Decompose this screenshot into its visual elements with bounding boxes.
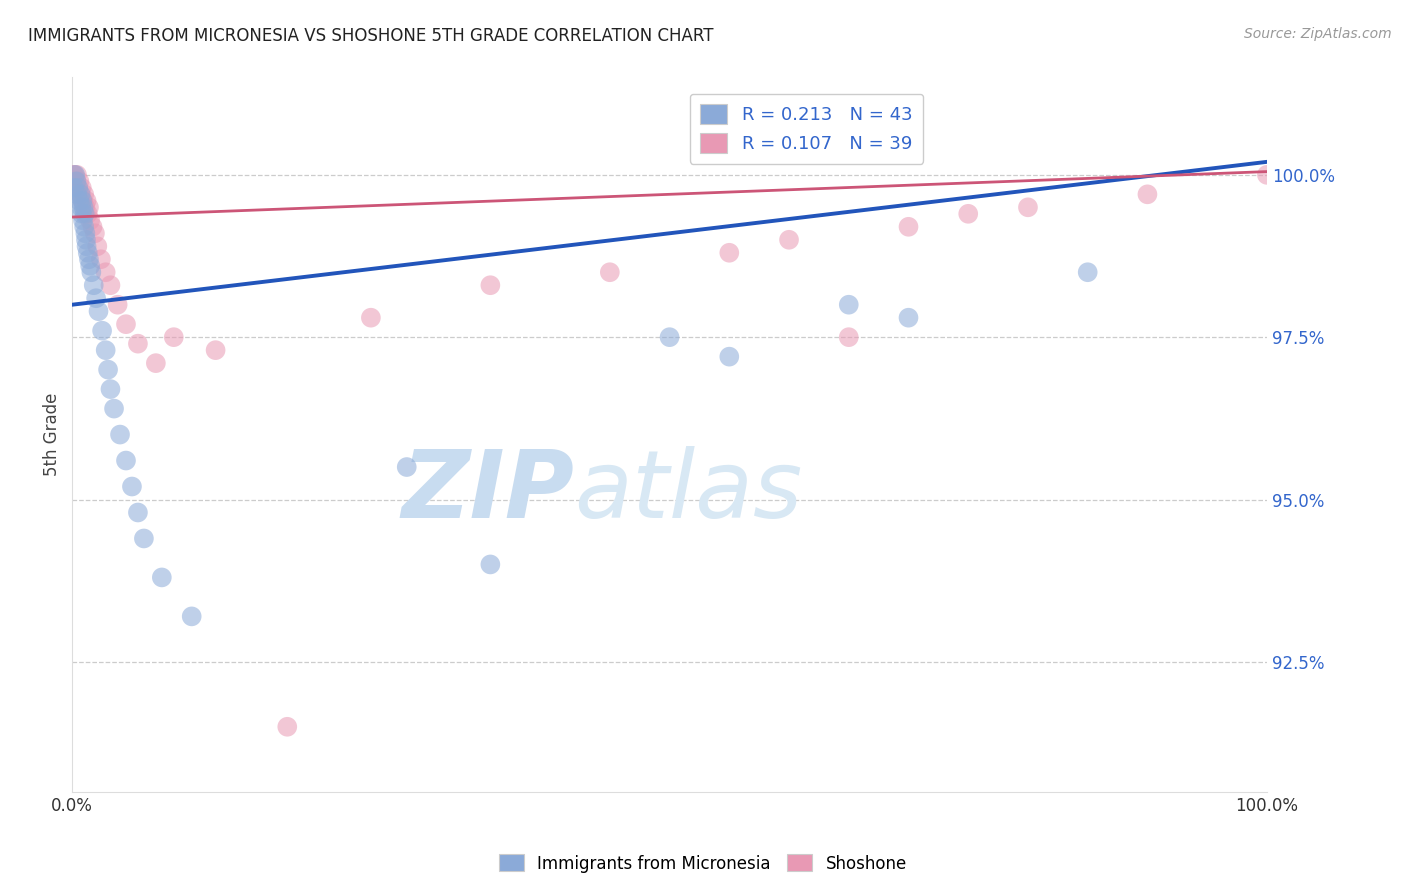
Point <box>163 330 186 344</box>
Point <box>72 194 94 208</box>
Point <box>360 310 382 325</box>
Point <box>94 343 117 358</box>
Point <box>76 239 98 253</box>
Point <box>67 194 90 208</box>
Point <box>77 252 100 267</box>
Point <box>70 207 93 221</box>
Point <box>479 558 502 572</box>
Point <box>80 265 103 279</box>
Point <box>77 200 100 214</box>
Point <box>66 168 89 182</box>
Point <box>107 298 129 312</box>
Point <box>69 187 91 202</box>
Point <box>63 181 86 195</box>
Point <box>69 187 91 202</box>
Point <box>115 317 138 331</box>
Point <box>87 304 110 318</box>
Point <box>82 219 104 234</box>
Point <box>121 479 143 493</box>
Point <box>1077 265 1099 279</box>
Point <box>1017 200 1039 214</box>
Point <box>79 259 101 273</box>
Point <box>72 200 94 214</box>
Text: IMMIGRANTS FROM MICRONESIA VS SHOSHONE 5TH GRADE CORRELATION CHART: IMMIGRANTS FROM MICRONESIA VS SHOSHONE 5… <box>28 27 714 45</box>
Point <box>72 194 94 208</box>
Point <box>145 356 167 370</box>
Point <box>479 278 502 293</box>
Point <box>70 200 93 214</box>
Text: ZIP: ZIP <box>401 446 574 538</box>
Y-axis label: 5th Grade: 5th Grade <box>44 392 60 476</box>
Point <box>100 278 122 293</box>
Point <box>150 570 173 584</box>
Point <box>778 233 800 247</box>
Point <box>94 265 117 279</box>
Point <box>599 265 621 279</box>
Point <box>66 187 89 202</box>
Point <box>67 181 90 195</box>
Point <box>90 252 112 267</box>
Point <box>276 720 298 734</box>
Point <box>658 330 681 344</box>
Point <box>76 245 98 260</box>
Point <box>108 427 131 442</box>
Legend: R = 0.213   N = 43, R = 0.107   N = 39: R = 0.213 N = 43, R = 0.107 N = 39 <box>689 94 924 164</box>
Point <box>73 187 96 202</box>
Point <box>838 298 860 312</box>
Point <box>718 245 741 260</box>
Point <box>63 168 86 182</box>
Point <box>957 207 980 221</box>
Point <box>86 239 108 253</box>
Point <box>127 336 149 351</box>
Point <box>718 350 741 364</box>
Point <box>115 453 138 467</box>
Point <box>72 213 94 227</box>
Point <box>180 609 202 624</box>
Point <box>127 506 149 520</box>
Point <box>897 310 920 325</box>
Point <box>84 291 107 305</box>
Point <box>83 278 105 293</box>
Point <box>897 219 920 234</box>
Point <box>1136 187 1159 202</box>
Point <box>97 362 120 376</box>
Point <box>73 219 96 234</box>
Point <box>70 181 93 195</box>
Point <box>65 174 87 188</box>
Point <box>62 168 84 182</box>
Point <box>67 181 90 195</box>
Point <box>76 194 98 208</box>
Point <box>1256 168 1278 182</box>
Point <box>76 207 98 221</box>
Point <box>204 343 226 358</box>
Point <box>65 174 87 188</box>
Point <box>395 460 418 475</box>
Point <box>100 382 122 396</box>
Legend: Immigrants from Micronesia, Shoshone: Immigrants from Micronesia, Shoshone <box>492 847 914 880</box>
Point <box>79 213 101 227</box>
Point <box>75 233 97 247</box>
Point <box>132 532 155 546</box>
Point <box>838 330 860 344</box>
Point <box>84 227 107 241</box>
Point <box>75 227 97 241</box>
Point <box>75 200 97 214</box>
Point <box>103 401 125 416</box>
Point <box>67 174 90 188</box>
Text: atlas: atlas <box>574 446 803 537</box>
Point <box>91 324 114 338</box>
Point <box>63 168 86 182</box>
Text: Source: ZipAtlas.com: Source: ZipAtlas.com <box>1244 27 1392 41</box>
Point <box>73 207 96 221</box>
